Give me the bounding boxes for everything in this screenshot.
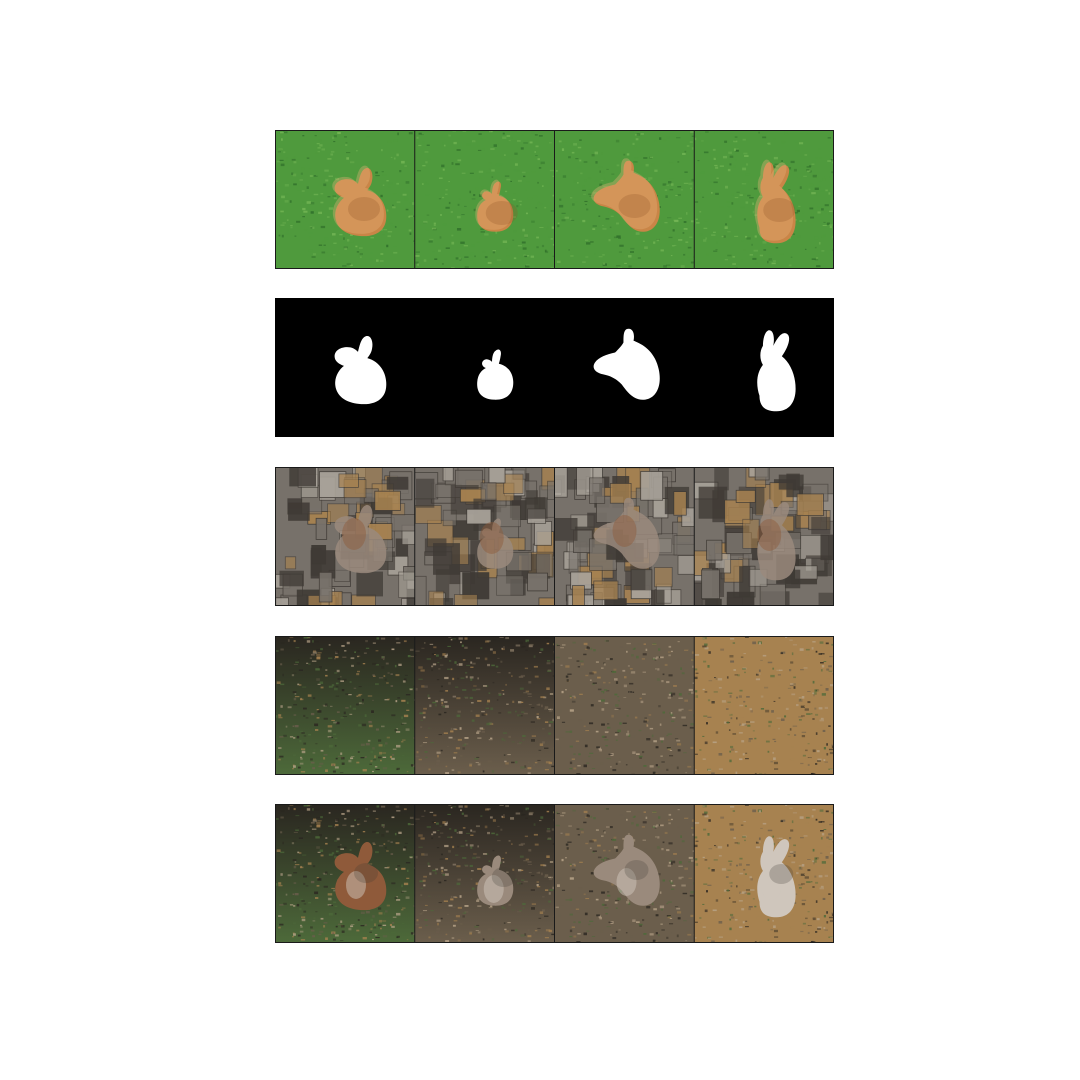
- wallaby-result-image: [275, 804, 418, 943]
- row-wallaby-results: [275, 804, 834, 943]
- rabbit-on-grass-image: [694, 130, 834, 269]
- row-stone-texture-renders: [275, 467, 834, 606]
- stone-texture-render-image: [410, 467, 567, 606]
- wallaby-result-image: [415, 804, 557, 943]
- rabbit-on-grass-image: [275, 130, 417, 269]
- rabbit-on-grass-image: [555, 130, 698, 269]
- row-rabbit-composites: [275, 130, 834, 269]
- wallaby-result-image: [555, 804, 699, 943]
- stone-texture-render-image: [550, 467, 704, 606]
- wallaby-result-image: [694, 804, 834, 943]
- row-ground-backgrounds: [275, 636, 834, 775]
- stone-texture-render-image: [691, 467, 834, 606]
- row-silhouette-masks: [275, 298, 834, 437]
- ground-background-image: [555, 636, 699, 775]
- ground-background-image: [275, 636, 418, 775]
- ground-background-image: [694, 636, 834, 775]
- ground-background-image: [415, 636, 557, 775]
- stone-texture-render-image: [275, 467, 431, 606]
- rabbit-on-grass-image: [415, 130, 558, 269]
